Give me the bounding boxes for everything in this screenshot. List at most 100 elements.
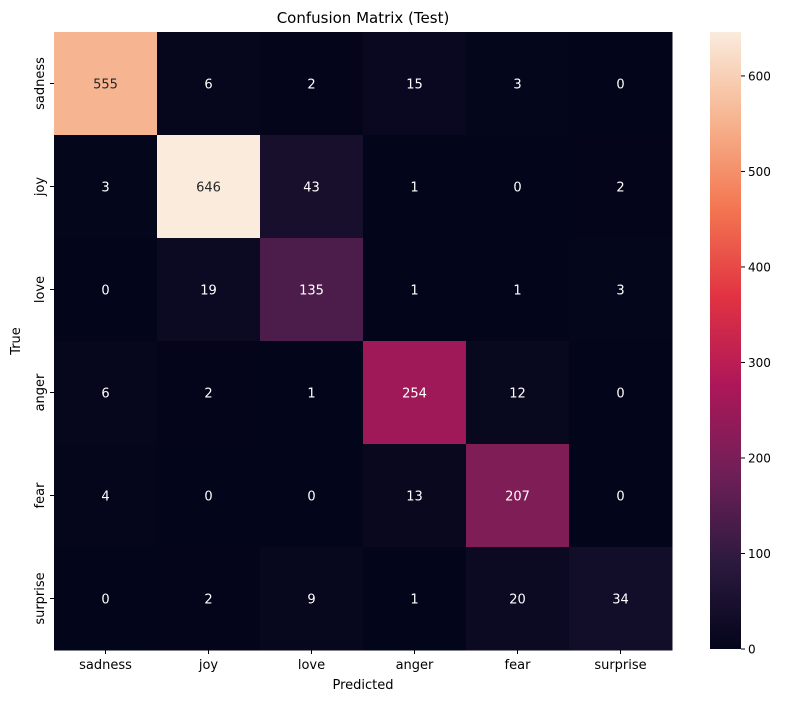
- heatmap-cell-label: 20: [509, 593, 526, 608]
- heatmap-cell: [54, 32, 158, 136]
- heatmap-cell-label: 1: [410, 593, 418, 608]
- heatmap-cell-label: 6: [204, 78, 212, 93]
- heatmap-cell: [157, 341, 261, 445]
- heatmap-cell-label: 12: [509, 387, 526, 402]
- heatmap-cell: [54, 547, 158, 651]
- heatmap-cell: [466, 444, 570, 548]
- heatmap-cell-label: 13: [406, 490, 423, 505]
- heatmap-cell-label: 555: [93, 78, 118, 93]
- x-tick-label: surprise: [594, 658, 646, 673]
- heatmap-cell-label: 2: [616, 181, 624, 196]
- heatmap-cell: [260, 238, 364, 342]
- x-tick-label: sadness: [79, 658, 132, 673]
- heatmap-cell: [569, 444, 673, 548]
- heatmap-cell-label: 19: [200, 284, 217, 299]
- heatmap-cell: [466, 32, 570, 136]
- x-tick-label: anger: [396, 658, 434, 673]
- heatmap-cell: [363, 444, 467, 548]
- colorbar-tick-label: 300: [748, 356, 771, 370]
- heatmap-cell-label: 2: [307, 78, 315, 93]
- heatmap-cell-label: 1: [307, 387, 315, 402]
- heatmap-cell-label: 4: [101, 490, 109, 505]
- heatmap-cell-label: 0: [616, 78, 624, 93]
- heatmap-cell-label: 0: [101, 284, 109, 299]
- colorbar-tick-label: 0: [748, 643, 756, 657]
- heatmap-cell-label: 15: [406, 78, 423, 93]
- heatmap-cell-label: 2: [204, 593, 212, 608]
- heatmap-cell: [157, 238, 261, 342]
- heatmap-cell-label: 646: [196, 181, 221, 196]
- heatmap-cell: [260, 32, 364, 136]
- x-axis-ticks: sadness joy love anger fear surprise: [79, 650, 647, 673]
- heatmap-cell-label: 0: [616, 490, 624, 505]
- y-tick-label: sadness: [33, 57, 48, 110]
- x-axis-label: Predicted: [332, 678, 393, 693]
- heatmap-cell-label: 1: [513, 284, 521, 299]
- heatmap-cell: [157, 32, 261, 136]
- x-tick-label: joy: [198, 658, 219, 673]
- y-tick-label: anger: [33, 373, 48, 411]
- colorbar-ticks: 0 100 200 300 400 500 600: [741, 69, 771, 657]
- colorbar-tick-label: 600: [748, 69, 771, 83]
- y-tick-label: love: [33, 276, 48, 303]
- heatmap-cell-label: 0: [101, 593, 109, 608]
- heatmap-cell: [157, 135, 261, 239]
- heatmap-cell-label: 34: [612, 593, 629, 608]
- chart-title: Confusion Matrix (Test): [277, 9, 450, 27]
- heatmap-cell-label: 0: [616, 387, 624, 402]
- heatmap-cell: [363, 32, 467, 136]
- y-axis-label: True: [9, 327, 24, 356]
- heatmap-cell-label: 135: [299, 284, 324, 299]
- heatmap-cell: [260, 135, 364, 239]
- colorbar-tick-label: 400: [748, 260, 771, 274]
- colorbar-tick-label: 200: [748, 451, 771, 465]
- heatmap-cell: [260, 547, 364, 651]
- x-tick-label: fear: [505, 658, 532, 673]
- colorbar-tick-label: 500: [748, 165, 771, 179]
- heatmap-cell-label: 9: [307, 593, 315, 608]
- heatmap-cell-label: 0: [204, 490, 212, 505]
- heatmap-cell-label: 0: [307, 490, 315, 505]
- heatmap-cell: [363, 547, 467, 651]
- heatmap-cell-labels: 555 6 2 15 3 03 646 43 1 0 20 19 135 1 1 36 2 1 254 12 04 0 0 1…: [93, 78, 629, 608]
- heatmap-cell: [466, 341, 570, 445]
- x-tick-label: love: [298, 658, 325, 673]
- heatmap-cell-label: 1: [410, 284, 418, 299]
- heatmap-cell-label: 1: [410, 181, 418, 196]
- heatmap-cell: [54, 444, 158, 548]
- heatmap-cell-label: 0: [513, 181, 521, 196]
- colorbar: [710, 32, 741, 649]
- y-tick-label: fear: [33, 482, 48, 509]
- heatmap-cell: [260, 341, 364, 445]
- heatmap-cell: [157, 444, 261, 548]
- heatmap-cell-label: 207: [505, 490, 530, 505]
- heatmap-cell: [363, 135, 467, 239]
- heatmap-cell: [363, 341, 467, 445]
- heatmap-cell: [54, 135, 158, 239]
- heatmap-cell-label: 3: [513, 78, 521, 93]
- heatmap-cell: [466, 135, 570, 239]
- heatmap-cell-label: 43: [303, 181, 320, 196]
- heatmap-cell: [569, 547, 673, 651]
- heatmap-cell: [466, 547, 570, 651]
- heatmap-cell: [569, 135, 673, 239]
- heatmap-cell: [569, 238, 673, 342]
- y-tick-label: surprise: [33, 572, 48, 624]
- heatmap-cell-label: 2: [204, 387, 212, 402]
- heatmap-cell: [363, 238, 467, 342]
- heatmap-cell: [569, 341, 673, 445]
- heatmap-cell: [260, 444, 364, 548]
- heatmap-cell: [54, 238, 158, 342]
- heatmap-cells: [54, 32, 673, 651]
- heatmap-cell-label: 6: [101, 387, 109, 402]
- colorbar-tick-label: 100: [748, 547, 771, 561]
- y-tick-label: joy: [33, 177, 48, 198]
- y-axis-ticks: sadness joy love anger fear surprise: [33, 57, 54, 625]
- heatmap-cell: [569, 32, 673, 136]
- heatmap-cell: [466, 238, 570, 342]
- heatmap-cell-label: 3: [101, 181, 109, 196]
- heatmap-cell: [157, 547, 261, 651]
- heatmap-cell: [54, 341, 158, 445]
- heatmap-cell-label: 3: [616, 284, 624, 299]
